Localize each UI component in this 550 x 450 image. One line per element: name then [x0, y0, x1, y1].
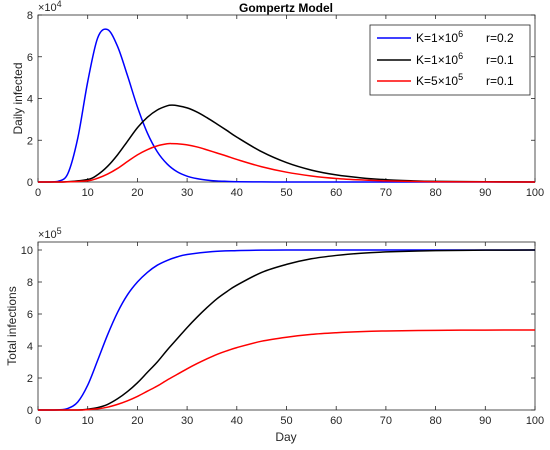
legend-1-k: K=1	[416, 31, 438, 45]
top-y-tick-label: 4	[27, 94, 33, 106]
legend-2-k: K=1	[416, 53, 438, 67]
legend-entry-3: K=5×105 r=0.1	[377, 72, 514, 88]
bottom-x-tick-label: 60	[330, 415, 342, 427]
bottom-y-tick-label: 8	[27, 277, 33, 289]
top-series-group	[38, 28, 536, 183]
x-axis-label: Day	[275, 430, 296, 444]
legend-entry-2: K=1×106 r=0.1	[377, 51, 514, 67]
top-x-tick-label: 20	[131, 187, 143, 199]
bottom-series-line-1	[37, 249, 535, 411]
legend: K=1×106 r=0.2 K=1×106 r=0.1 K=5×105 r=0.1	[369, 24, 531, 96]
legend-3-times: ×	[438, 74, 445, 88]
legend-3-exp: 5	[458, 72, 463, 82]
legend-2-base: 10	[445, 53, 459, 67]
legend-1-exp: 6	[458, 29, 463, 39]
daily-infected-plot: 0 10 20 30 40 50 60 70 80 90 100 0 2 4 6 8 Gompertz Mod…	[11, 0, 544, 199]
legend-label-3: K=5×105 r=0.1	[416, 72, 514, 88]
top-y-exponent: ×104	[38, 0, 62, 14]
top-y-exponent-power: 4	[57, 0, 62, 9]
bottom-x-tick-label: 100	[526, 415, 544, 427]
top-ticks: 0 10 20 30 40 50 60 70 80 90 100 0 2 4 6 8	[27, 10, 544, 199]
total-infections-plot: 0 10 20 30 40 50 60 70 80 90 100 0 2 4 6 8 10 Total infe…	[5, 226, 544, 444]
bottom-ticks: 0 10 20 30 40 50 60 70 80 90 100 0 2 4 6 8 10	[21, 242, 544, 427]
legend-3-k: K=5	[416, 74, 438, 88]
legend-3-base: 10	[445, 74, 459, 88]
bottom-series-line-2	[38, 249, 536, 411]
bottom-y-tick-label: 6	[27, 309, 33, 321]
legend-2-times: ×	[438, 53, 445, 67]
legend-1-times: ×	[438, 31, 445, 45]
top-y-axis-label: Daily infected	[11, 62, 25, 134]
top-series-line-3	[38, 142, 536, 183]
legend-2-r: r=0.1	[486, 53, 514, 67]
legend-1-r: r=0.2	[486, 31, 514, 45]
top-y-tick-label: 0	[27, 177, 33, 189]
bottom-y-tick-label: 0	[27, 405, 33, 417]
bottom-y-tick-label: 2	[27, 373, 33, 385]
top-x-tick-label: 70	[380, 187, 392, 199]
bottom-x-tick-label: 50	[280, 415, 292, 427]
bottom-y-tick-label: 4	[27, 341, 33, 353]
bottom-x-tick-label: 40	[231, 415, 243, 427]
bottom-x-tick-label: 20	[131, 415, 143, 427]
top-x-tick-label: 50	[280, 187, 292, 199]
top-y-exponent-base: ×10	[38, 2, 57, 14]
bottom-y-exponent: ×105	[38, 226, 62, 241]
top-series-line-1	[38, 28, 536, 183]
bottom-series-group	[37, 249, 536, 411]
top-series-line-2	[38, 104, 536, 183]
top-x-tick-label: 100	[526, 187, 544, 199]
bottom-y-axis-label: Total infections	[5, 286, 19, 365]
bottom-x-tick-label: 30	[181, 415, 193, 427]
bottom-x-tick-label: 70	[380, 415, 392, 427]
top-x-tick-label: 40	[231, 187, 243, 199]
legend-2-exp: 6	[458, 51, 463, 61]
bottom-x-tick-label: 0	[35, 415, 41, 427]
bottom-x-tick-label: 10	[82, 415, 94, 427]
top-y-tick-label: 6	[27, 52, 33, 64]
top-x-tick-label: 80	[429, 187, 441, 199]
legend-label-1: K=1×106 r=0.2	[416, 29, 514, 45]
bottom-y-exponent-base: ×10	[38, 229, 57, 241]
bottom-y-tick-label: 10	[21, 245, 33, 257]
top-y-tick-label: 8	[27, 10, 33, 22]
bottom-x-tick-label: 80	[429, 415, 441, 427]
top-x-tick-label: 60	[330, 187, 342, 199]
legend-1-base: 10	[445, 31, 459, 45]
legend-3-r: r=0.1	[486, 74, 514, 88]
top-y-tick-label: 2	[27, 135, 33, 147]
legend-label-2: K=1×106 r=0.1	[416, 51, 514, 67]
top-x-tick-label: 10	[82, 187, 94, 199]
bottom-y-exponent-power: 5	[57, 226, 62, 236]
top-x-tick-label: 90	[479, 187, 491, 199]
bottom-x-tick-label: 90	[479, 415, 491, 427]
bottom-series-line-3	[38, 329, 536, 411]
bottom-plot-frame	[37, 241, 536, 411]
top-x-tick-label: 0	[35, 187, 41, 199]
legend-entry-1: K=1×106 r=0.2	[377, 29, 514, 45]
top-x-tick-label: 30	[181, 187, 193, 199]
chart-title: Gompertz Model	[239, 1, 333, 15]
